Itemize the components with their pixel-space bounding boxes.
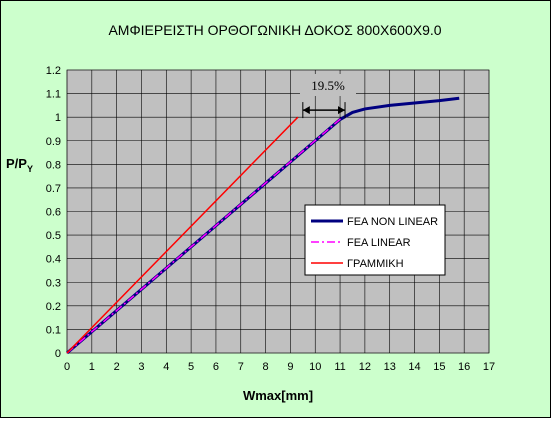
series-line xyxy=(66,116,299,354)
x-tick-label: 2 xyxy=(114,361,120,373)
legend-label: FEA NON LINEAR xyxy=(347,216,438,228)
y-tick-label: 0.9 xyxy=(46,136,61,148)
x-tick-label: 13 xyxy=(384,361,396,373)
y-tick-label: 0.8 xyxy=(46,159,61,171)
series-line xyxy=(66,116,344,354)
y-tick-label: 1 xyxy=(55,112,61,124)
x-tick-label: 6 xyxy=(213,361,219,373)
y-tick-label: 0.4 xyxy=(46,254,61,266)
y-tick-label: 0 xyxy=(55,348,61,360)
x-tick-label: 7 xyxy=(238,361,244,373)
annotation-text: 19.5% xyxy=(311,78,345,93)
x-tick-label: 14 xyxy=(408,361,420,373)
y-tick-label: 0.7 xyxy=(46,183,61,195)
annotation-box xyxy=(300,74,356,96)
x-tick-label: 9 xyxy=(287,361,293,373)
x-tick-label: 16 xyxy=(458,361,470,373)
x-tick-label: 8 xyxy=(263,361,269,373)
y-tick-label: 0.6 xyxy=(46,207,61,219)
x-tick-label: 11 xyxy=(334,361,345,373)
x-tick-label: 17 xyxy=(483,361,495,373)
x-tick-label: 15 xyxy=(433,361,445,373)
legend-label: FEA LINEAR xyxy=(347,237,411,249)
x-tick-label: 5 xyxy=(188,361,194,373)
x-tick-label: 3 xyxy=(138,361,144,373)
y-tick-label: 0.2 xyxy=(46,301,61,313)
y-tick-label: 1.2 xyxy=(46,65,61,77)
y-tick-label: 0.5 xyxy=(46,230,61,242)
y-tick-label: 1.1 xyxy=(46,89,61,101)
x-tick-label: 1 xyxy=(89,361,95,373)
y-axis-label-sub: Y xyxy=(27,164,33,174)
legend-label: ΓΡΑΜΜΙΚΗ xyxy=(347,258,404,270)
y-axis-label: P/PY xyxy=(6,156,33,174)
x-axis-label: Wmax[mm] xyxy=(243,388,313,403)
chart-title: ΑΜΦΙΕΡΕΙΣΤΗ ΟΡΘΟΓΩΝΙΚΗ ΔΟΚΟΣ 800X600X9.0 xyxy=(108,22,441,38)
x-tick-label: 4 xyxy=(163,361,169,373)
y-axis-label-main: P/P xyxy=(6,156,27,171)
y-tick-label: 0.1 xyxy=(46,324,61,336)
y-tick-label: 0.3 xyxy=(46,277,61,289)
x-tick-label: 10 xyxy=(309,361,321,373)
x-tick-label: 12 xyxy=(359,361,371,373)
x-tick-label: 0 xyxy=(64,361,70,373)
